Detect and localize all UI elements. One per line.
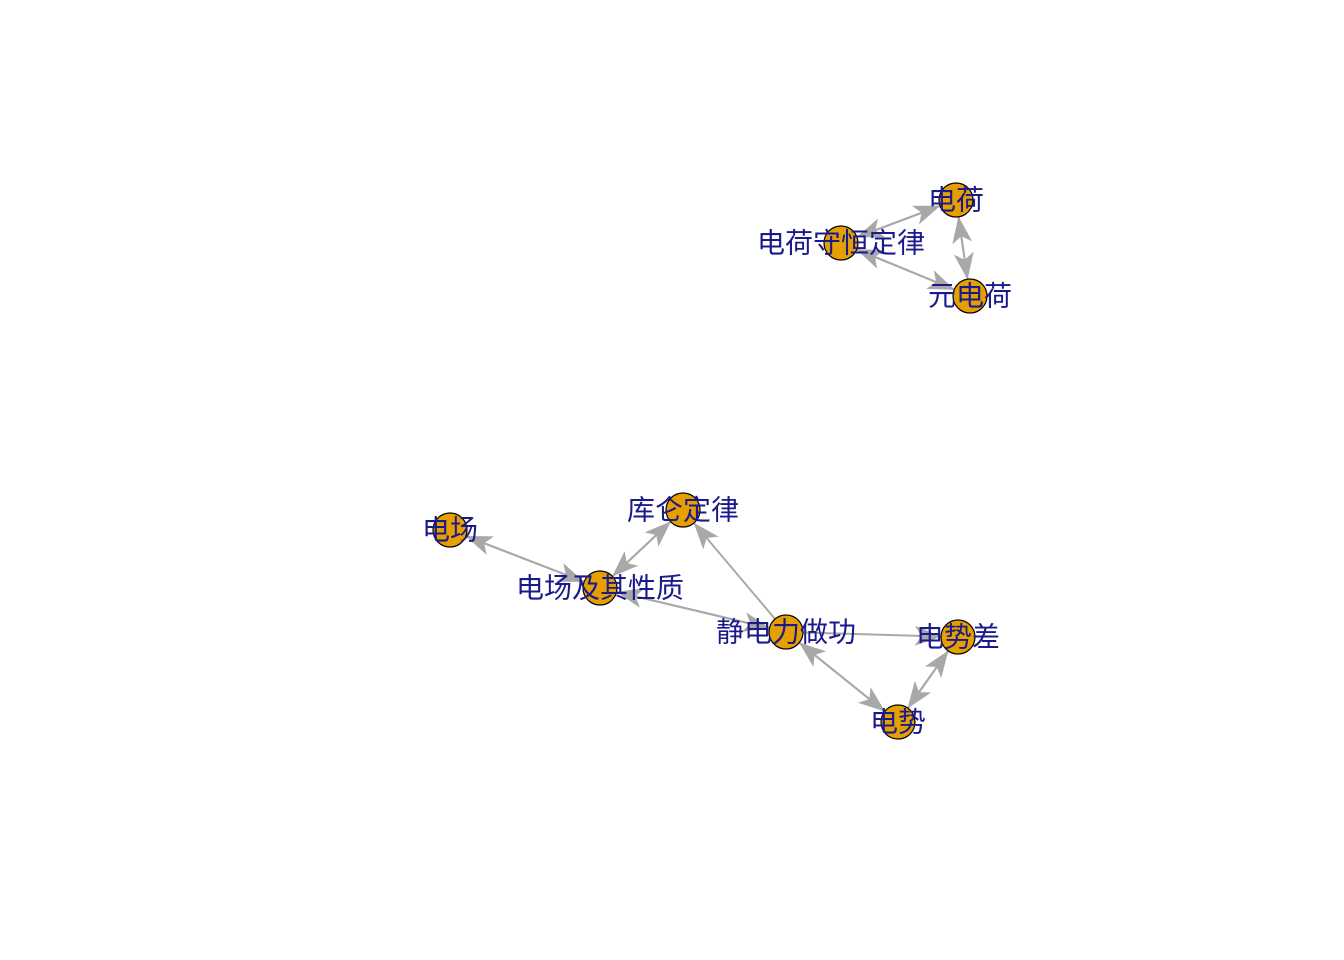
node-label-dianchang: 电场: [422, 514, 478, 547]
node-label-jingdianli: 静电力做功: [716, 616, 856, 649]
edge-yuandianhe-to-shouheng: [856, 248, 955, 291]
edge-jingdianli-to-kulun: [693, 522, 776, 620]
node-label-kulun: 库仑定律: [627, 494, 739, 527]
node-kulun: [665, 492, 701, 528]
node-label-shouheng: 电荷守恒定律: [757, 227, 925, 260]
edge-yuandianhe-to-dianhe: [952, 216, 973, 280]
node-label-dianshi: 电势: [870, 706, 926, 739]
node-shouheng: [823, 225, 859, 261]
edge-shouheng-to-dianhe: [856, 205, 941, 238]
node-label-xingzhi: 电场及其性质: [516, 572, 684, 605]
node-layer: [432, 182, 988, 740]
node-xingzhi: [582, 570, 618, 606]
node-label-yuandianhe: 元电荷: [928, 280, 1012, 313]
node-dianshi: [880, 704, 916, 740]
edge-dianshicha-to-dianshi: [907, 650, 950, 709]
edge-dianshi-to-jingdianli: [798, 642, 886, 713]
edge-layer: [465, 205, 974, 713]
node-yuandianhe: [952, 278, 988, 314]
edge-dianchang-to-xingzhi: [465, 535, 585, 583]
edge-jingdianli-to-dianshicha: [802, 625, 942, 646]
node-label-dianshicha: 电势差: [916, 621, 1000, 654]
node-dianshicha: [940, 619, 976, 655]
node-dianhe: [938, 182, 974, 218]
edge-jingdianli-to-xingzhi: [616, 588, 770, 630]
node-label-dianhe: 电荷: [928, 184, 984, 217]
node-dianchang: [432, 512, 468, 548]
node-jingdianli: [768, 614, 804, 650]
edge-kulun-to-xingzhi: [612, 520, 672, 577]
